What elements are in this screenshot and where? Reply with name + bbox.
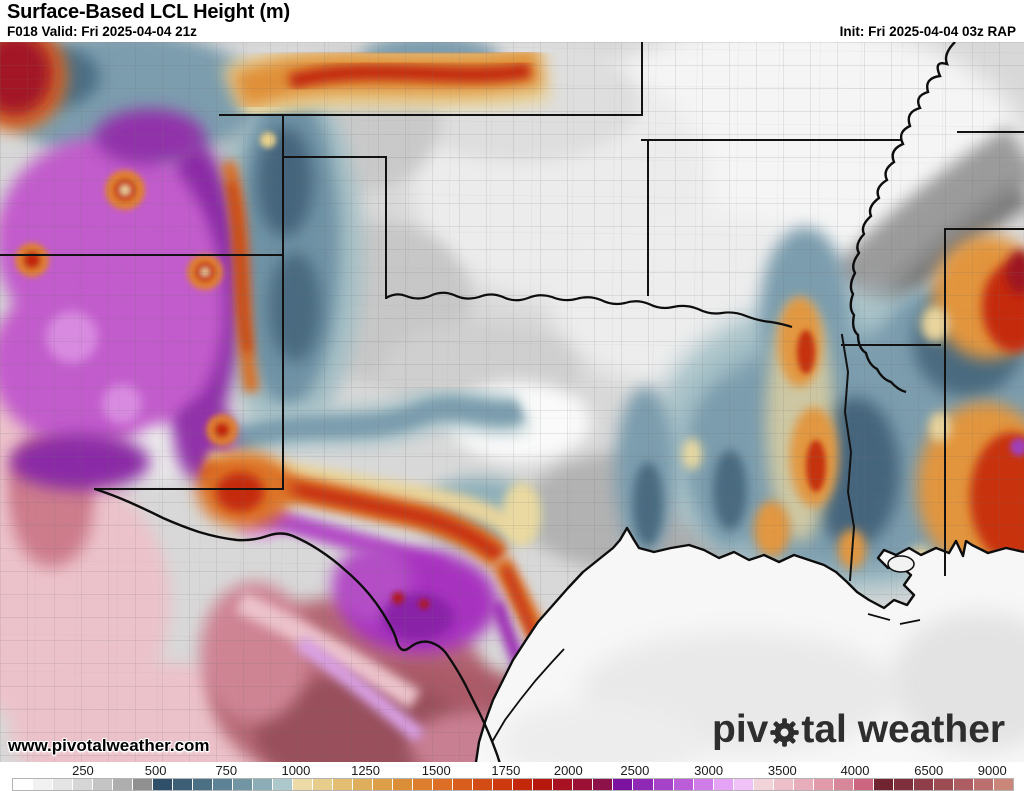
colorbar-cell [53,779,73,790]
map-title: Surface-Based LCL Height (m) [7,1,290,23]
colorbar-cell [353,779,373,790]
rivers [94,42,956,762]
colorbar-cell [853,779,873,790]
pivotal-weather-logo: piv tal weather [712,708,1005,752]
colorbar-cell [133,779,153,790]
colorbar-tick-label: 2500 [620,763,650,778]
colorbar-cell [773,779,793,790]
logo-text-left: piv [712,708,769,751]
colorbar-cell [633,779,653,790]
colorbar-tick-label: 6500 [914,763,944,778]
colorbar-cell [653,779,673,790]
colorbar-cell [313,779,333,790]
coastline [474,526,1024,762]
colorbar-cell [433,779,453,790]
colorbar-cell [613,779,633,790]
red-river [385,291,793,329]
colorbar-cell [973,779,993,790]
lcl-contour-map [0,42,1024,762]
colorbar-cell [33,779,53,790]
colorbar-cell [113,779,133,790]
colorbar-cell [933,779,953,790]
colorbar-cell [833,779,853,790]
rio-grande [94,487,501,762]
colorbar-cell [493,779,513,790]
gear-icon [770,717,800,747]
colorbar-cell [473,779,493,790]
colorbar-tick-label: 1000 [281,763,311,778]
colorbar-tick-label: 3000 [694,763,724,778]
colorbar-cell [993,779,1013,790]
colorbar-cell [333,779,353,790]
colorbar-tick-label: 2000 [553,763,583,778]
colorbar-cell [213,779,233,790]
colorbar-cell [13,779,33,790]
model-init-label: Init: Fri 2025-04-04 03z RAP [839,24,1016,39]
colorbar-cell [693,779,713,790]
colorbar-cell [553,779,573,790]
logo-text-right: tal weather [801,708,1006,751]
watermark: www.pivotalweather.com [8,736,210,755]
colorbar-tick-label: 9000 [977,763,1007,778]
mississippi-river [849,42,956,394]
colorbar-cell [813,779,833,790]
colorbar-cell [173,779,193,790]
colorbar-cell [733,779,753,790]
colorbar-tick-label: 750 [215,763,238,778]
colorbar-cell [673,779,693,790]
colorbar-cell [713,779,733,790]
colorbar-tick-label: 250 [72,763,94,778]
colorbar-cell [153,779,173,790]
colorbar [12,778,1014,791]
title-bar: Surface-Based LCL Height (m) F018 Valid:… [0,0,1024,42]
forecast-valid-label: F018 Valid: Fri 2025-04-04 21z [7,24,197,39]
colorbar-tick-label: 1500 [421,763,451,778]
colorbar-cell [93,779,113,790]
colorbar-tick-label: 1750 [491,763,521,778]
colorbar-tick-label: 500 [144,763,167,778]
colorbar-cell [793,779,813,790]
colorbar-cell [533,779,553,790]
colorbar-cell [453,779,473,790]
colorbar-cell [893,779,913,790]
barrier-islands [491,613,921,743]
colorbar-cell [253,779,273,790]
lake-pontchartrain [887,555,915,573]
colorbar-tick-labels: 250 500 750 1000 1250 1500 1750 2000 2500 3000 350… [0,762,1024,778]
colorbar-cell [273,779,293,790]
colorbar-tick-label: 4000 [840,763,870,778]
colorbar-cell [233,779,253,790]
gulf-of-mexico [476,528,1024,762]
colorbar-cell [73,779,93,790]
colorbar-cell [293,779,313,790]
colorbar-cell [373,779,393,790]
colorbar-tick-label: 1250 [351,763,381,778]
colorbar-cell [593,779,613,790]
colorbar-tick-label: 3500 [767,763,797,778]
colorbar-cell [513,779,533,790]
map-area: www.pivotalweather.com piv tal weather [0,42,1024,762]
colorbar-cell [193,779,213,790]
colorbar-cell [913,779,933,790]
state-borders [0,42,1024,582]
colorbar-cell [413,779,433,790]
colorbar-cell [393,779,413,790]
colorbar-cell [873,779,893,790]
colorbar-cell [573,779,593,790]
colorbar-cell [953,779,973,790]
colorbar-cell [753,779,773,790]
